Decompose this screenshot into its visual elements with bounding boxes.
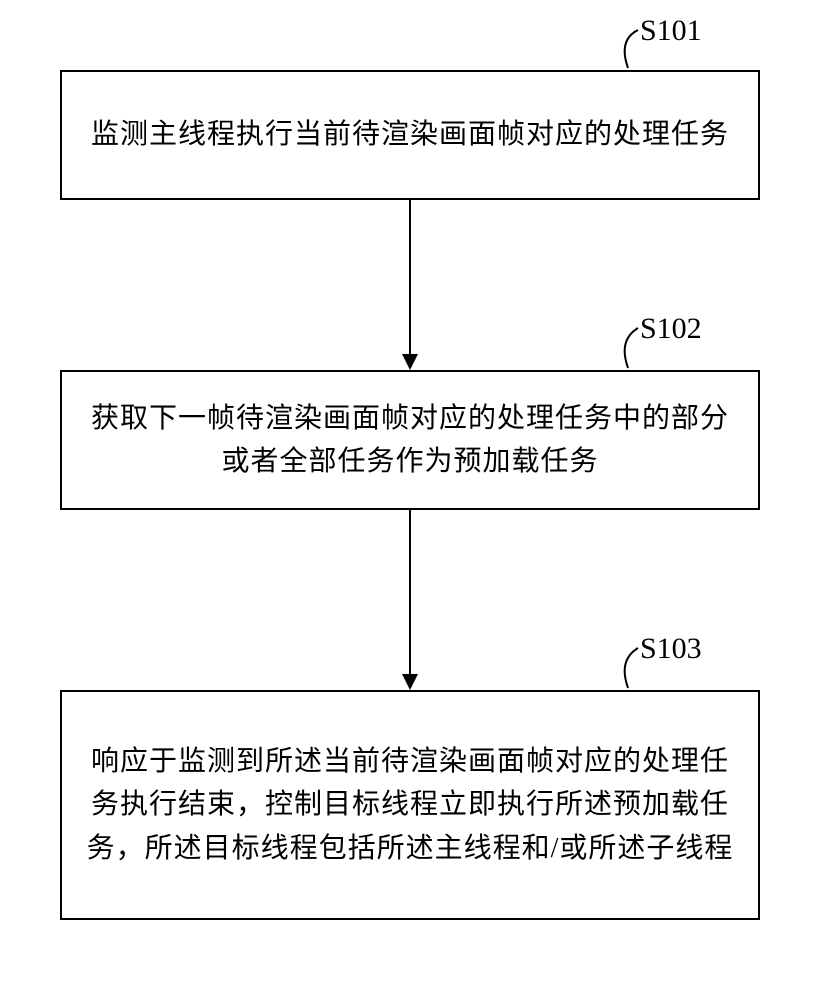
step-text: 获取下一帧待渲染画面帧对应的处理任务中的部分或者全部任务作为预加载任务 bbox=[86, 397, 734, 484]
label-text: S102 bbox=[640, 312, 702, 345]
step-label-s103: S103 bbox=[640, 632, 702, 666]
label-text: S101 bbox=[640, 14, 702, 47]
step-text: 监测主线程执行当前待渲染画面帧对应的处理任务 bbox=[91, 113, 729, 156]
step-box-s101: 监测主线程执行当前待渲染画面帧对应的处理任务 bbox=[60, 70, 760, 200]
label-text: S103 bbox=[640, 632, 702, 665]
flowchart-container: S101 监测主线程执行当前待渲染画面帧对应的处理任务 S102 获取下一帧待渲… bbox=[0, 0, 830, 1000]
step-text: 响应于监测到所述当前待渲染画面帧对应的处理任务执行结束，控制目标线程立即执行所述… bbox=[86, 740, 734, 870]
step-box-s103: 响应于监测到所述当前待渲染画面帧对应的处理任务执行结束，控制目标线程立即执行所述… bbox=[60, 690, 760, 920]
step-label-s101: S101 bbox=[640, 14, 702, 48]
step-label-s102: S102 bbox=[640, 312, 702, 346]
step-box-s102: 获取下一帧待渲染画面帧对应的处理任务中的部分或者全部任务作为预加载任务 bbox=[60, 370, 760, 510]
